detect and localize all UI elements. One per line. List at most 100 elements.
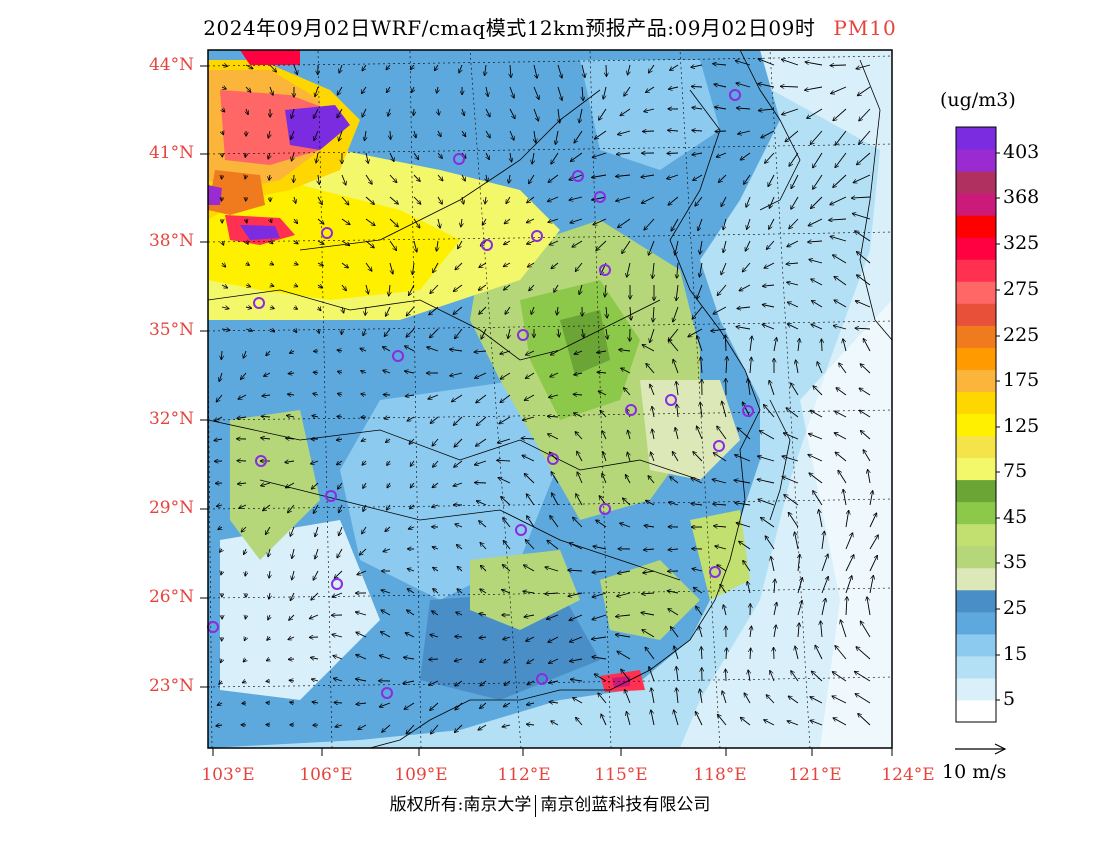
wind-arrow xyxy=(474,460,487,465)
wind-arrow xyxy=(643,571,655,573)
wind-arrow xyxy=(782,456,799,462)
wind-arrow xyxy=(243,350,246,358)
wind-arrow xyxy=(527,196,535,203)
lon-label-121e: 121°E xyxy=(788,765,842,785)
wind-arrow xyxy=(855,231,871,242)
wind-arrow xyxy=(808,241,823,242)
wind-arrow xyxy=(782,477,799,484)
lat-label-29n: 29°N xyxy=(148,498,194,518)
wind-arrow xyxy=(531,306,534,314)
wind-arrow xyxy=(692,569,703,571)
wind-arrow xyxy=(479,613,487,615)
wind-arrow xyxy=(592,174,607,178)
wind-arrow xyxy=(843,489,847,506)
wind-arrow xyxy=(429,306,439,315)
wind-arrow xyxy=(485,130,490,138)
wind-arrow xyxy=(698,218,703,231)
wind-arrow xyxy=(621,368,631,374)
wind-arrow xyxy=(593,218,607,225)
wind-arrow xyxy=(525,540,535,550)
colorbar-swatch xyxy=(956,699,996,723)
wind-arrow xyxy=(769,196,775,208)
wind-arrow xyxy=(389,240,397,251)
reference-vector-label: 10 m/s xyxy=(942,761,1007,783)
wind-arrow xyxy=(787,721,799,726)
wind-arrow xyxy=(219,372,222,382)
wind-arrow xyxy=(270,307,274,309)
wind-arrow xyxy=(365,262,372,271)
wind-arrow xyxy=(384,328,391,337)
wind-arrow xyxy=(529,174,535,184)
wind-arrow xyxy=(812,301,823,308)
wind-arrow xyxy=(315,548,319,559)
wind-arrow xyxy=(780,86,799,87)
wind-arrow xyxy=(318,174,319,184)
wind-arrow xyxy=(653,306,654,322)
wind-arrow xyxy=(869,535,878,550)
wind-arrow xyxy=(667,591,679,593)
wind-arrow xyxy=(592,196,607,200)
wind-arrow xyxy=(269,592,270,599)
wind-arrow xyxy=(845,576,852,594)
wind-arrow xyxy=(313,570,319,580)
wind-arrow xyxy=(748,379,750,396)
wind-arrow xyxy=(509,108,515,119)
wind-arrow xyxy=(268,152,270,159)
wind-arrow xyxy=(500,350,511,354)
wind-arrow xyxy=(336,439,343,440)
wind-arrow xyxy=(313,108,319,118)
wind-arrow xyxy=(503,702,511,707)
station-marker xyxy=(713,440,725,452)
wind-arrow xyxy=(222,109,225,112)
colorbar-swatch xyxy=(956,347,996,370)
wind-arrow xyxy=(855,328,871,329)
wind-arrow xyxy=(337,548,343,558)
wind-arrow xyxy=(603,86,607,99)
wind-arrow xyxy=(427,347,439,352)
wind-arrow xyxy=(863,339,871,352)
colorbar xyxy=(955,126,1000,723)
wind-arrow xyxy=(332,634,343,637)
wind-arrow xyxy=(455,636,463,637)
wind-arrow xyxy=(548,174,559,182)
wind-arrow xyxy=(245,570,246,576)
wind-arrow xyxy=(264,373,271,376)
wind-arrow xyxy=(716,152,727,157)
wind-arrow xyxy=(366,284,368,294)
wind-arrow xyxy=(676,688,678,704)
wind-arrow xyxy=(569,174,583,180)
wind-arrow xyxy=(616,175,631,177)
wind-arrow xyxy=(859,388,871,396)
wind-arrow xyxy=(222,175,223,179)
wind-arrow xyxy=(521,438,535,439)
wind-arrow xyxy=(461,218,462,227)
wind-arrow xyxy=(549,702,559,703)
wind-arrow xyxy=(700,402,702,418)
wind-arrow xyxy=(701,647,702,660)
wind-arrow xyxy=(596,240,607,250)
wind-arrow xyxy=(599,108,607,120)
wind-arrow xyxy=(500,372,511,379)
wind-arrow xyxy=(478,724,487,730)
wind-arrow xyxy=(774,579,775,594)
wind-arrow xyxy=(570,218,583,223)
wind-arrow xyxy=(485,64,486,76)
wind-arrow xyxy=(529,284,535,291)
wind-arrow xyxy=(548,636,559,642)
wind-arrow xyxy=(713,453,727,462)
station-marker xyxy=(742,405,754,417)
wind-arrow xyxy=(620,108,631,116)
wind-arrow xyxy=(574,373,583,375)
wind-arrow xyxy=(410,482,414,488)
wind-arrow xyxy=(270,285,274,286)
wind-arrow xyxy=(288,373,295,374)
wind-arrow xyxy=(547,196,559,202)
lat-label-23n: 23°N xyxy=(148,676,194,696)
wind-arrow xyxy=(576,494,583,506)
wind-arrow xyxy=(738,130,751,134)
wind-arrow xyxy=(781,59,799,66)
wind-arrow xyxy=(545,567,559,572)
wind-arrow xyxy=(625,689,631,704)
wind-arrow xyxy=(381,590,391,594)
